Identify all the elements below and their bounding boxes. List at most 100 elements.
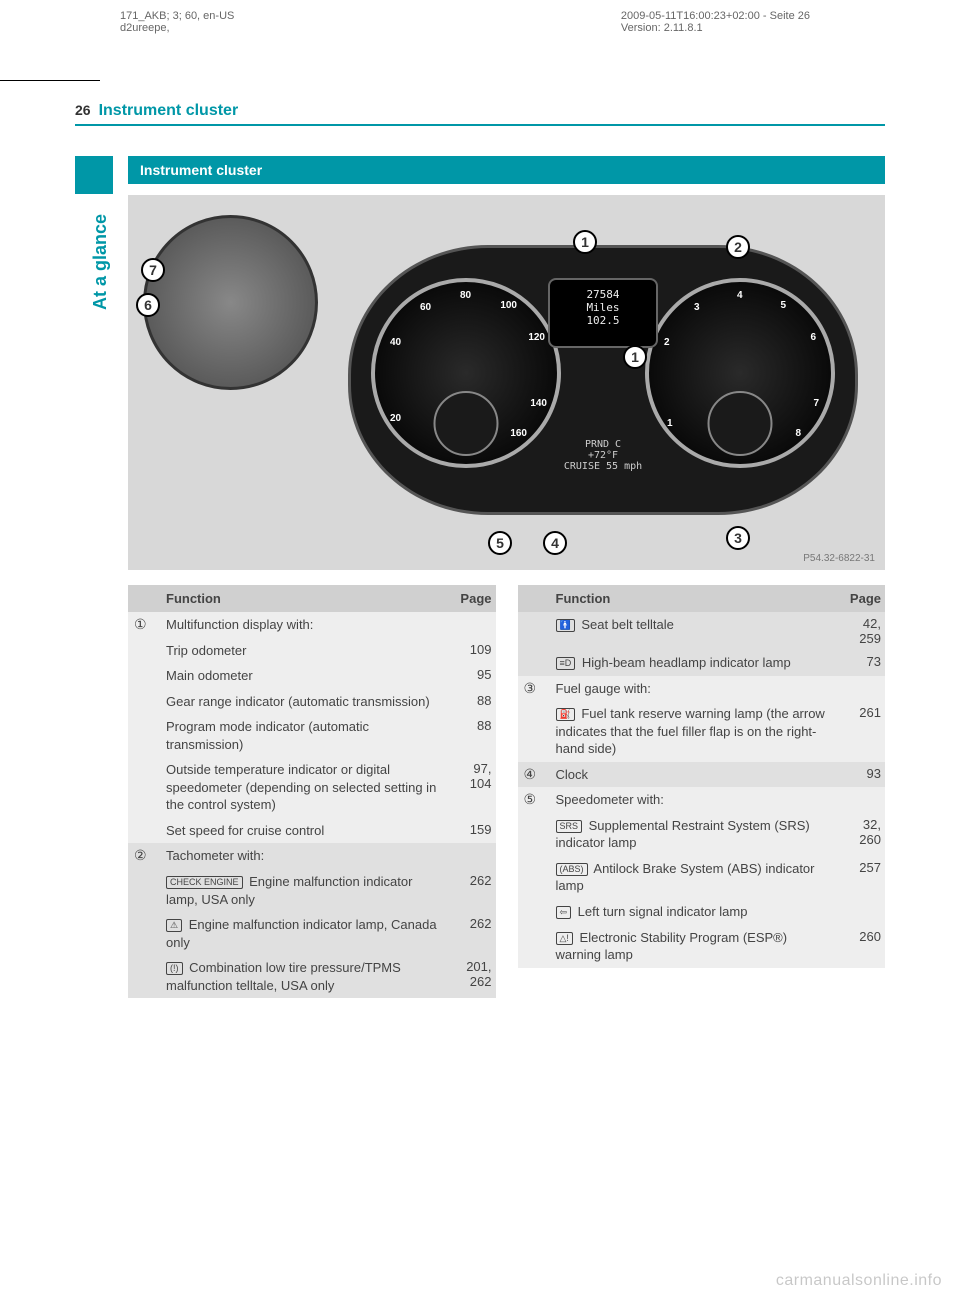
gauge-cluster: 20 40 60 80 100 120 140 160 1 2 3 4 5 6 … bbox=[348, 245, 858, 515]
table-row: 🚹 Seat belt telltale42, 259 bbox=[518, 612, 886, 650]
row-marker bbox=[128, 955, 162, 998]
tachometer-gauge: 1 2 3 4 5 6 7 8 bbox=[645, 278, 835, 468]
table-row: Gear range indicator (automatic transmis… bbox=[128, 689, 496, 715]
function-text: ≡D High-beam headlamp indicator lamp bbox=[552, 650, 838, 676]
table-row: ⛽ Fuel tank reserve warning lamp (the ar… bbox=[518, 701, 886, 762]
table-row: Program mode indicator (automatic transm… bbox=[128, 714, 496, 757]
row-marker bbox=[518, 701, 552, 762]
table-row: △! Electronic Stability Program (ESP®) w… bbox=[518, 925, 886, 968]
row-marker bbox=[128, 689, 162, 715]
callout-1b: 1 bbox=[623, 345, 647, 369]
page-ref: 262 bbox=[448, 912, 496, 955]
function-text: 🚹 Seat belt telltale bbox=[552, 612, 838, 650]
row-marker bbox=[128, 869, 162, 912]
tick: 8 bbox=[795, 428, 801, 439]
margin-block bbox=[75, 156, 113, 194]
callout-3: 3 bbox=[726, 526, 750, 550]
row-marker: ③ bbox=[518, 676, 552, 702]
row-marker bbox=[518, 650, 552, 676]
multifunction-display: 27584 Miles 102.5 bbox=[548, 278, 658, 348]
callout-2: 2 bbox=[726, 235, 750, 259]
speedometer-gauge: 20 40 60 80 100 120 140 160 bbox=[371, 278, 561, 468]
page-header: 26 Instrument cluster bbox=[75, 98, 885, 126]
page-ref: 95 bbox=[448, 663, 496, 689]
table-row: ①Multifunction display with: bbox=[128, 612, 496, 638]
page-ref bbox=[448, 843, 496, 869]
watermark: carmanualsonline.info bbox=[776, 1272, 942, 1290]
row-marker bbox=[128, 818, 162, 844]
left-table: Function Page ①Multifunction display wit… bbox=[128, 585, 496, 998]
callout-6: 6 bbox=[136, 293, 160, 317]
function-text: Clock bbox=[552, 762, 838, 788]
crop-mark bbox=[0, 80, 100, 81]
indicator-icon: ⇦ bbox=[556, 906, 572, 919]
function-tables: Function Page ①Multifunction display wit… bbox=[128, 585, 885, 998]
clock-subgauge bbox=[434, 391, 499, 456]
tick: 2 bbox=[664, 337, 670, 348]
page-ref: 262 bbox=[448, 869, 496, 912]
page-title: Instrument cluster bbox=[99, 102, 239, 124]
tick: 6 bbox=[810, 332, 816, 343]
function-text: Gear range indicator (automatic transmis… bbox=[162, 689, 448, 715]
row-marker bbox=[128, 757, 162, 818]
page-ref: 32, 260 bbox=[837, 813, 885, 856]
page-ref: 73 bbox=[837, 650, 885, 676]
function-text: Program mode indicator (automatic transm… bbox=[162, 714, 448, 757]
col-page: Page bbox=[837, 585, 885, 612]
tick: 120 bbox=[528, 332, 545, 343]
diagram-code: P54.32-6822-31 bbox=[803, 553, 875, 564]
row-marker: ④ bbox=[518, 762, 552, 788]
row-marker bbox=[128, 663, 162, 689]
function-text: ⇦ Left turn signal indicator lamp bbox=[552, 899, 838, 925]
page-ref: 257 bbox=[837, 856, 885, 899]
fuel-subgauge bbox=[708, 391, 773, 456]
table-row: (!) Combination low tire pressure/TPMS m… bbox=[128, 955, 496, 998]
odometer-unit: Miles bbox=[550, 301, 656, 314]
indicator-icon: 🚹 bbox=[556, 619, 575, 632]
function-text: Tachometer with: bbox=[162, 843, 448, 869]
function-text: Fuel gauge with: bbox=[552, 676, 838, 702]
callout-7: 7 bbox=[141, 258, 165, 282]
indicator-icon: △! bbox=[556, 932, 573, 945]
page-ref: 260 bbox=[837, 925, 885, 968]
row-marker bbox=[518, 899, 552, 925]
trip-value: 102.5 bbox=[550, 314, 656, 327]
tick: 100 bbox=[500, 300, 517, 311]
function-text: Multifunction display with: bbox=[162, 612, 448, 638]
tick: 1 bbox=[667, 418, 673, 429]
row-marker: ① bbox=[128, 612, 162, 638]
page-ref: 88 bbox=[448, 689, 496, 715]
function-text: Trip odometer bbox=[162, 638, 448, 664]
col-function: Function bbox=[162, 585, 448, 612]
table-row: Set speed for cruise control159 bbox=[128, 818, 496, 844]
function-text: ⛽ Fuel tank reserve warning lamp (the ar… bbox=[552, 701, 838, 762]
temp-indicator: +72°F bbox=[564, 450, 642, 461]
function-text: Outside temperature indicator or digital… bbox=[162, 757, 448, 818]
table-row: Main odometer95 bbox=[128, 663, 496, 689]
indicator-icon: ⚠ bbox=[166, 919, 182, 932]
function-text: (ABS) Antilock Brake System (ABS) indica… bbox=[552, 856, 838, 899]
meta-left: 171_AKB; 3; 60, en-US d2ureepe, bbox=[120, 10, 234, 34]
page-ref: 261 bbox=[837, 701, 885, 762]
table-row: ⇦ Left turn signal indicator lamp bbox=[518, 899, 886, 925]
page-number: 26 bbox=[75, 98, 99, 122]
page-ref: 201, 262 bbox=[448, 955, 496, 998]
page-ref: 42, 259 bbox=[837, 612, 885, 650]
cruise-indicator: CRUISE 55 mph bbox=[564, 461, 642, 472]
table-row: ≡D High-beam headlamp indicator lamp73 bbox=[518, 650, 886, 676]
tick: 60 bbox=[420, 302, 431, 313]
table-row: ③Fuel gauge with: bbox=[518, 676, 886, 702]
row-marker bbox=[518, 813, 552, 856]
row-marker: ⑤ bbox=[518, 787, 552, 813]
function-text: Set speed for cruise control bbox=[162, 818, 448, 844]
row-marker bbox=[128, 714, 162, 757]
function-text: SRS Supplemental Restraint System (SRS) … bbox=[552, 813, 838, 856]
indicator-icon: (ABS) bbox=[556, 863, 588, 876]
table-header: Function Page bbox=[128, 585, 496, 612]
gear-indicator: PRND C bbox=[564, 439, 642, 450]
function-text: CHECK ENGINE Engine malfunction indicato… bbox=[162, 869, 448, 912]
callout-4: 4 bbox=[543, 531, 567, 555]
col-function: Function bbox=[552, 585, 838, 612]
tick: 3 bbox=[694, 302, 700, 313]
page-ref: 93 bbox=[837, 762, 885, 788]
